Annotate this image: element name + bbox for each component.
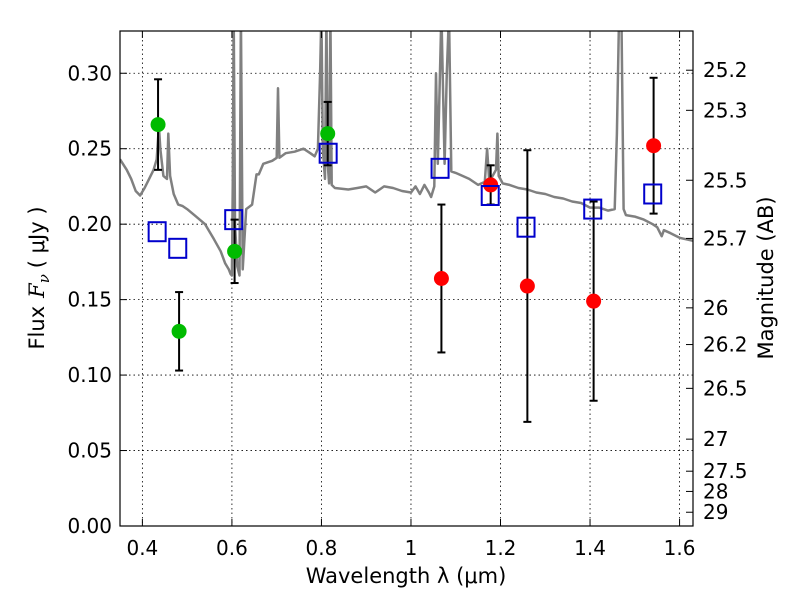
y-axis-label-unit: ( μJy ) bbox=[25, 206, 49, 268]
model-square-marker bbox=[583, 198, 603, 220]
magnitude-tick-label: 25.3 bbox=[703, 98, 748, 122]
model-square-marker bbox=[480, 184, 500, 206]
model-square-marker bbox=[168, 237, 188, 259]
red-data-point bbox=[433, 271, 449, 286]
x-tick-label: 1.6 bbox=[664, 536, 696, 560]
x-axis-label: Wavelength λ (μm) bbox=[306, 564, 507, 588]
magnitude-tick-label: 25.2 bbox=[703, 58, 748, 82]
model-square-marker bbox=[643, 183, 663, 205]
data-markers bbox=[147, 117, 663, 339]
model-square-marker bbox=[224, 209, 244, 231]
model-square-marker bbox=[147, 221, 167, 243]
y-tick-label: 0.10 bbox=[67, 363, 112, 387]
y-axis-label: Flux Fν ( μJy ) bbox=[25, 206, 53, 349]
sed-model-curve bbox=[120, 31, 693, 277]
y2-axis-label: Magnitude (AB) bbox=[754, 196, 778, 359]
magnitude-tick-label: 27.5 bbox=[703, 459, 748, 483]
model-square-marker bbox=[318, 142, 338, 164]
y-tick-label: 0.05 bbox=[67, 439, 112, 463]
y-axis-label-prefix: Flux bbox=[25, 306, 49, 350]
y-tick-label: 0.25 bbox=[67, 137, 112, 161]
y-tick-label: 0.15 bbox=[67, 288, 112, 312]
y-tick-label: 0.00 bbox=[67, 514, 112, 538]
x-tick-label: 1.2 bbox=[485, 536, 517, 560]
green-data-point bbox=[150, 117, 166, 133]
magnitude-tick-label: 26.5 bbox=[703, 376, 748, 400]
red-data-point bbox=[646, 138, 662, 154]
y-axis-label-symbol: F bbox=[25, 282, 49, 299]
green-data-point bbox=[227, 243, 243, 259]
sed-model-line bbox=[120, 31, 693, 277]
x-tick-label: 1 bbox=[405, 536, 418, 560]
magnitude-tick-label: 25.7 bbox=[703, 226, 748, 250]
magnitude-tick-label: 28 bbox=[703, 479, 728, 503]
y-tick-label: 0.20 bbox=[67, 212, 112, 236]
magnitude-tick-label: 29 bbox=[703, 500, 728, 524]
magnitude-tick-label: 27 bbox=[703, 427, 728, 451]
x-tick-label: 0.4 bbox=[126, 536, 158, 560]
model-square-marker bbox=[516, 216, 536, 238]
model-square-marker bbox=[430, 157, 450, 179]
x-tick-label: 0.8 bbox=[306, 536, 338, 560]
magnitude-tick-label: 26.2 bbox=[703, 333, 748, 357]
y-axis-label-subscript: ν bbox=[35, 274, 53, 283]
green-data-point bbox=[320, 126, 336, 142]
red-data-point bbox=[483, 177, 499, 193]
red-data-point bbox=[586, 293, 602, 309]
axis-ticks: 0.4 0.6 0.8 1 1.2 1.4 1.6 0.00 0.05 0.10 0.15 0.20 0… bbox=[67, 31, 748, 560]
red-data-point bbox=[519, 278, 535, 294]
y-tick-label: 0.30 bbox=[67, 61, 112, 85]
x-tick-label: 0.6 bbox=[216, 536, 248, 560]
plot-frame bbox=[119, 30, 694, 527]
x-tick-label: 1.4 bbox=[574, 536, 606, 560]
magnitude-tick-label: 25.5 bbox=[703, 168, 748, 192]
green-data-point bbox=[171, 323, 187, 339]
magnitude-tick-label: 26 bbox=[703, 296, 728, 320]
